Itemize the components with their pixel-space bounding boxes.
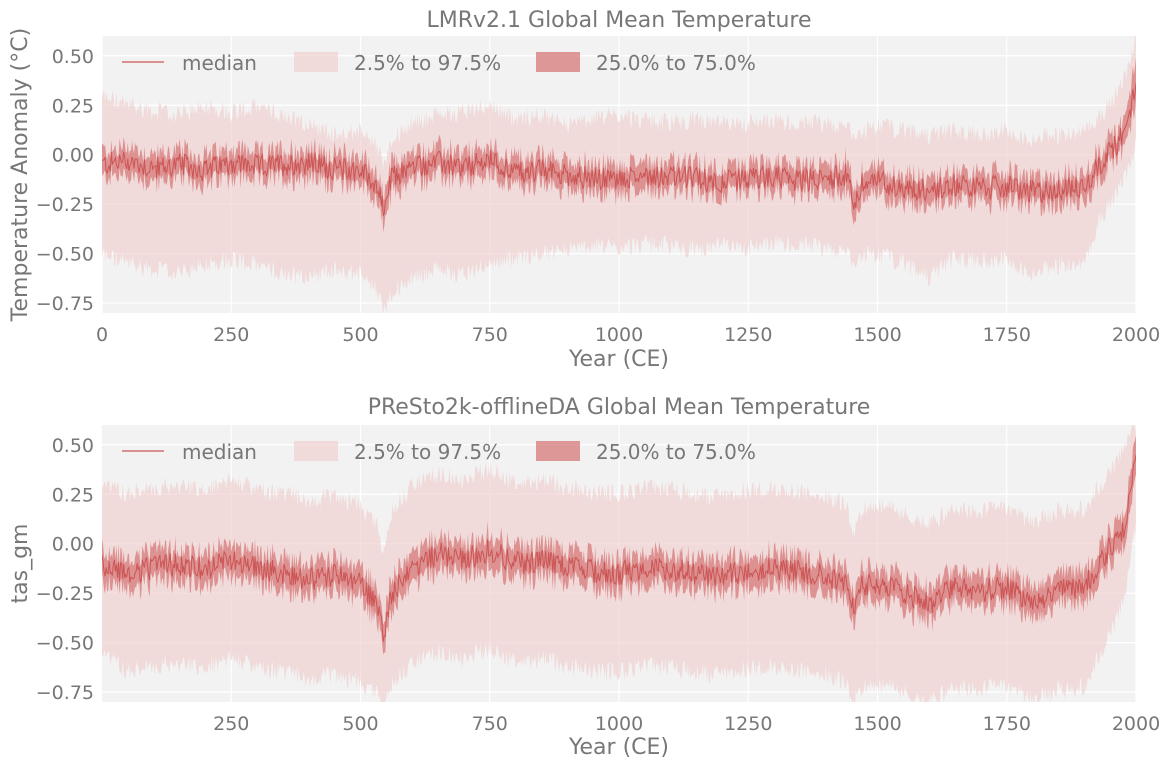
legend-label-outer-band: 2.5% to 97.5%	[354, 440, 501, 464]
x-tick-label: 2000	[1112, 713, 1160, 735]
y-tick-label: −0.50	[36, 633, 94, 655]
median-line	[102, 82, 1136, 217]
x-tick-label: 1750	[983, 324, 1031, 346]
x-tick-label: 1000	[595, 324, 643, 346]
legend-label-outer-band: 2.5% to 97.5%	[354, 51, 501, 75]
y-tick-label: −0.75	[36, 682, 94, 704]
median-line	[102, 455, 1136, 642]
legend-label-inner-band: 25.0% to 75.0%	[596, 51, 756, 75]
x-axis-label: Year (CE)	[568, 347, 669, 372]
band-25-75	[102, 435, 1136, 655]
legend: median 2.5% to 97.5% 25.0% to 75.0%	[122, 440, 756, 464]
legend-swatch-inner-band	[536, 52, 580, 72]
y-tick-label: 0.50	[52, 46, 94, 68]
x-tick-label: 750	[472, 713, 508, 735]
legend-label-median: median	[182, 51, 257, 75]
legend-swatch-inner-band	[536, 441, 580, 461]
x-tick-label: 250	[213, 324, 249, 346]
y-tick-label: −0.50	[36, 244, 94, 266]
x-tick-label: 250	[213, 713, 249, 735]
legend-swatch-outer-band	[294, 441, 338, 461]
band-25-75	[102, 57, 1136, 233]
y-tick-label: 0.00	[52, 534, 94, 556]
y-axis-label: Temperature Anomaly (°C)	[8, 28, 33, 322]
chart-panel-2: 250 500 750 1000 1250 1500 1750 2000 −0.75 −0.50 −…	[8, 395, 1160, 760]
y-tick-label: 0.50	[52, 435, 94, 457]
legend-swatch-outer-band	[294, 52, 338, 72]
y-tick-label: −0.25	[36, 194, 94, 216]
x-axis-label: Year (CE)	[568, 735, 669, 760]
y-tick-label: 0.25	[52, 484, 94, 506]
x-tick-label: 500	[342, 713, 378, 735]
legend-label-inner-band: 25.0% to 75.0%	[596, 440, 756, 464]
x-tick-label: 1750	[983, 713, 1031, 735]
chart-panel-1: 0 250 500 750 1000 1250 1500 1750 2000 −0.75 −0.50…	[8, 8, 1160, 372]
y-tick-label: −0.25	[36, 583, 94, 605]
plot-area	[102, 36, 1136, 313]
plot-area	[102, 425, 1136, 702]
x-tick-label: 1250	[724, 324, 772, 346]
chart-title: LMRv2.1 Global Mean Temperature	[427, 8, 812, 33]
y-tick-label: 0.25	[52, 95, 94, 117]
x-tick-label: 500	[342, 324, 378, 346]
x-tick-label: 0	[96, 324, 108, 346]
y-tick-label: −0.75	[36, 293, 94, 315]
x-tick-label: 1000	[595, 713, 643, 735]
x-tick-label: 1500	[853, 324, 901, 346]
x-tick-label: 1250	[724, 713, 772, 735]
legend: median 2.5% to 97.5% 25.0% to 75.0%	[122, 51, 756, 75]
y-axis-label: tas_gm	[8, 524, 33, 604]
legend-label-median: median	[182, 440, 257, 464]
band-2.5-97.5	[102, 425, 1136, 702]
x-tick-label: 2000	[1112, 324, 1160, 346]
x-tick-label: 750	[472, 324, 508, 346]
chart-title: PReSto2k-offlineDA Global Mean Temperatu…	[368, 395, 871, 420]
x-tick-label: 1500	[853, 713, 901, 735]
y-tick-label: 0.00	[52, 145, 94, 167]
